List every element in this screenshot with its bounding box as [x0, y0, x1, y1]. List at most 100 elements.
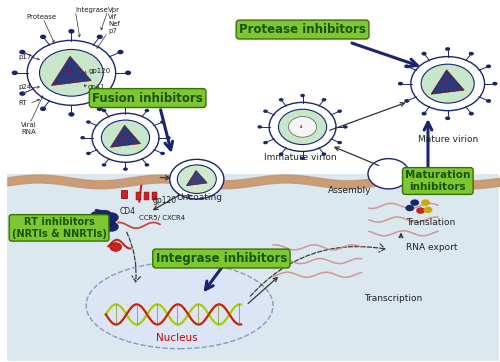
Text: gp120: gp120	[88, 68, 110, 74]
Circle shape	[144, 109, 149, 112]
Circle shape	[86, 120, 91, 124]
Circle shape	[90, 211, 103, 221]
Text: Cytoplasm: Cytoplasm	[420, 185, 468, 194]
Circle shape	[40, 106, 46, 111]
Circle shape	[445, 47, 450, 51]
Circle shape	[97, 226, 110, 235]
Circle shape	[96, 34, 103, 39]
Circle shape	[144, 163, 149, 167]
Circle shape	[404, 64, 409, 68]
Text: p7: p7	[108, 28, 117, 34]
Text: CCR5/ CXCR4: CCR5/ CXCR4	[140, 215, 186, 221]
Text: Protease: Protease	[26, 14, 56, 20]
Circle shape	[279, 98, 283, 101]
Text: $\mathbf{A}$: $\mathbf{A}$	[66, 68, 72, 76]
Circle shape	[102, 163, 106, 167]
Text: gp120: gp120	[152, 196, 176, 205]
Text: Fusion inhibitors: Fusion inhibitors	[92, 92, 203, 105]
Text: Integrase inhibitors: Integrase inhibitors	[156, 252, 287, 265]
Circle shape	[300, 94, 305, 97]
Circle shape	[421, 199, 430, 206]
FancyBboxPatch shape	[144, 192, 149, 200]
Circle shape	[288, 117, 316, 137]
Circle shape	[411, 56, 484, 111]
Circle shape	[486, 99, 491, 103]
Text: RT inhibitors
(NRTIs & NNRTIs): RT inhibitors (NRTIs & NNRTIs)	[12, 217, 106, 239]
Polygon shape	[110, 125, 140, 147]
Circle shape	[118, 50, 124, 54]
Circle shape	[106, 222, 118, 231]
Circle shape	[80, 136, 85, 139]
Circle shape	[125, 71, 131, 75]
Circle shape	[258, 125, 262, 129]
Circle shape	[178, 165, 216, 193]
Text: Mature virion: Mature virion	[418, 135, 478, 144]
FancyBboxPatch shape	[120, 190, 128, 198]
Text: gp41: gp41	[88, 84, 105, 90]
Circle shape	[404, 99, 409, 103]
Circle shape	[416, 207, 425, 214]
Circle shape	[322, 98, 326, 101]
Circle shape	[102, 120, 150, 155]
Text: Integrase: Integrase	[76, 7, 108, 13]
Text: Nucleus: Nucleus	[156, 333, 198, 343]
Circle shape	[406, 205, 414, 211]
Circle shape	[170, 159, 224, 199]
Circle shape	[422, 52, 426, 55]
Circle shape	[263, 141, 268, 144]
Circle shape	[492, 82, 498, 85]
Circle shape	[110, 243, 122, 251]
Circle shape	[468, 52, 474, 55]
Circle shape	[106, 213, 118, 222]
Text: Vpr: Vpr	[108, 7, 120, 13]
Circle shape	[263, 109, 268, 113]
Text: Vif: Vif	[108, 14, 118, 20]
Text: $\mathbf{A}$: $\mathbf{A}$	[442, 79, 448, 87]
Circle shape	[19, 50, 26, 54]
Circle shape	[86, 218, 100, 227]
Circle shape	[300, 157, 305, 160]
Circle shape	[102, 216, 116, 225]
Circle shape	[424, 207, 432, 213]
Circle shape	[19, 91, 26, 96]
Text: $\mathbf{A}$: $\mathbf{A}$	[299, 123, 303, 130]
Circle shape	[398, 82, 403, 85]
Ellipse shape	[86, 262, 273, 349]
Circle shape	[338, 141, 342, 144]
Circle shape	[98, 210, 112, 220]
Circle shape	[338, 109, 342, 113]
Circle shape	[12, 71, 18, 75]
Text: Uncoating: Uncoating	[176, 193, 222, 202]
Circle shape	[278, 109, 326, 144]
Circle shape	[468, 112, 474, 115]
Circle shape	[94, 216, 107, 226]
Circle shape	[96, 106, 103, 111]
Circle shape	[40, 50, 104, 96]
Polygon shape	[186, 171, 207, 186]
Circle shape	[410, 199, 419, 206]
Circle shape	[102, 109, 106, 112]
Circle shape	[68, 112, 74, 117]
Polygon shape	[52, 56, 92, 85]
Text: $\mathbf{A}$: $\mathbf{A}$	[120, 134, 126, 140]
Text: p17: p17	[18, 54, 32, 60]
FancyArrowPatch shape	[250, 244, 385, 296]
Circle shape	[166, 136, 170, 139]
Circle shape	[27, 40, 116, 105]
Bar	[8, 174, 500, 361]
Circle shape	[160, 120, 165, 124]
Text: RNA export: RNA export	[406, 243, 458, 252]
Circle shape	[40, 34, 46, 39]
Circle shape	[123, 105, 128, 108]
Text: Transcription: Transcription	[364, 294, 422, 303]
Circle shape	[421, 64, 474, 103]
FancyBboxPatch shape	[136, 192, 141, 200]
Text: Maturation
inhibitors: Maturation inhibitors	[405, 170, 470, 192]
Circle shape	[118, 91, 124, 96]
Text: $\mathbf{A}$: $\mathbf{A}$	[194, 175, 198, 182]
Circle shape	[68, 29, 74, 34]
Text: RT: RT	[18, 101, 27, 106]
Circle shape	[86, 152, 91, 155]
Polygon shape	[431, 70, 464, 94]
Text: Protease inhibitors: Protease inhibitors	[239, 23, 366, 36]
